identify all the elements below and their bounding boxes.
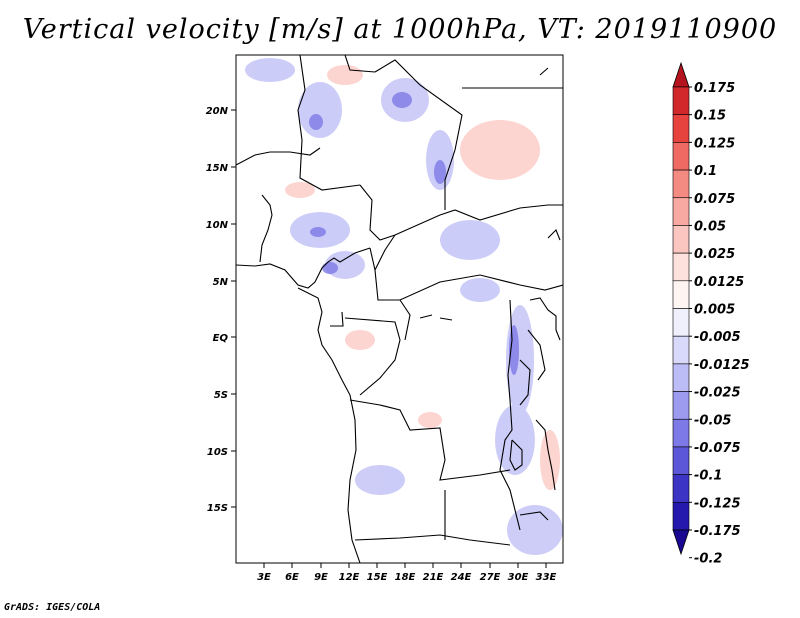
colorbar-segment (672, 225, 690, 254)
colorbar-segment (672, 86, 690, 115)
colorbar-segment (672, 308, 690, 337)
colorbar-label: -0.05 (694, 413, 731, 428)
lon-tick-label: 9E (314, 572, 328, 583)
colorbar-label: 0.1 (694, 164, 717, 179)
credit-text: GrADS: IGES/COLA (4, 602, 101, 613)
lon-tick-label: 24E (451, 572, 472, 583)
colorbar-segment (672, 114, 690, 143)
colorbar-label: -0.125 (694, 496, 741, 511)
lon-tick-label: 6E (285, 572, 299, 583)
colorbar-segment (672, 142, 690, 171)
lat-tick-label: 5S (214, 390, 228, 401)
lon-tick-label: 15E (367, 572, 388, 583)
lon-tick-label: 30E (508, 572, 529, 583)
colorbar-segment (672, 169, 690, 199)
colorbar-label: 0.175 (694, 81, 735, 96)
colorbar-segment (672, 418, 690, 448)
map-title: Vertical velocity [m/s] at 1000hPa, VT: … (22, 14, 778, 45)
lat-tick-label: 15N (206, 163, 229, 174)
lon-tick-label: 21E (423, 572, 444, 583)
colorbar-segment (672, 197, 690, 226)
colorbar-label: 0.125 (694, 136, 735, 151)
lat-tick-label: 10S (207, 447, 228, 458)
colorbar-cap-top (672, 61, 690, 88)
colorbar-label: 0.0125 (694, 275, 744, 290)
lon-tick-label: 3E (257, 572, 271, 583)
lat-tick-label: 5N (213, 277, 229, 288)
lon-tick-label: 33E (536, 572, 557, 583)
country-borders (236, 55, 563, 563)
colorbar-label: 0.075 (694, 192, 735, 207)
lat-tick-label: 20N (206, 106, 229, 117)
colorbar-label: -0.0125 (694, 358, 750, 373)
colorbar-label: 0.15 (694, 109, 726, 124)
colorbar-label: 0.025 (694, 247, 735, 262)
colorbar-label: -0.175 (694, 524, 741, 539)
colorbar-cap-bottom (672, 529, 690, 556)
colorbar-label: -0.2 (694, 552, 722, 567)
velocity-field (236, 55, 563, 563)
colorbar-segment (672, 446, 690, 475)
colorbar-segment (672, 280, 690, 309)
lon-tick-label: 27E (480, 572, 501, 583)
map-frame (235, 54, 564, 564)
colorbar-segment (672, 502, 690, 531)
lon-axis: 3E 6E 9E 12E 15E 18E 21E 24E 27E 30E 33E (257, 563, 557, 583)
lat-tick-label: 10N (206, 220, 229, 231)
colorbar-label: -0.075 (694, 441, 741, 456)
lat-tick-label: 15S (207, 503, 228, 514)
colorbar: 0.175 0.15 0.125 0.1 0.075 0.05 0.025 0.0125 0.0… (672, 61, 750, 567)
colorbar-segment (672, 363, 690, 392)
colorbar-label: -0.025 (694, 386, 741, 401)
colorbar-label: 0.005 (694, 303, 735, 318)
lat-tick-label: EQ (213, 333, 229, 344)
colorbar-segment (672, 252, 690, 282)
colorbar-segment (672, 335, 690, 365)
lat-axis: 20N 15N 10N 5N EQ 5S 10S 15S (206, 106, 236, 514)
lon-tick-label: 18E (395, 572, 416, 583)
colorbar-label: -0.005 (694, 330, 741, 345)
colorbar-label: 0.05 (694, 219, 726, 234)
colorbar-segment (672, 391, 690, 420)
colorbar-segment (672, 474, 690, 503)
colorbar-label: -0.1 (694, 469, 722, 484)
lon-tick-label: 12E (339, 572, 360, 583)
